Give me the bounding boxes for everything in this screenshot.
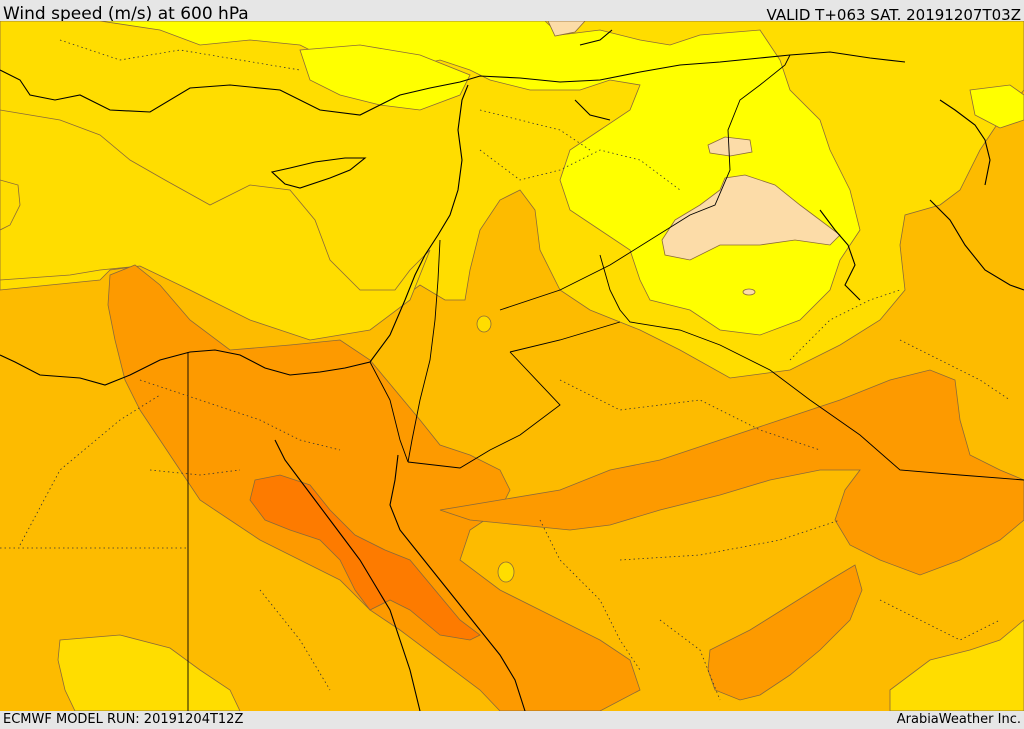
footer-bar (0, 711, 1024, 729)
wind-band-gold-sw (57, 634, 241, 711)
border-iraq-saudi (599, 254, 1024, 481)
coastline-red-sea-west (274, 439, 421, 711)
coastline-anatolia (0, 51, 906, 116)
map-title: Wind speed (m/s) at 600 hPa (3, 4, 249, 24)
internal-boundaries (0, 39, 1011, 701)
wind-band-yellow-ne (969, 84, 1024, 129)
model-run-label: ECMWF MODEL RUN: 20191204T12Z (3, 712, 244, 727)
map-svg (0, 21, 1024, 711)
wind-band-gold-se (889, 619, 1024, 711)
border-jordan-saudi-south (407, 321, 621, 469)
border-sinai (369, 361, 409, 463)
lake-1 (476, 315, 492, 333)
wind-core-dark-orange (249, 474, 481, 641)
cyprus-outline (270, 157, 367, 189)
lake-2 (497, 561, 515, 583)
header-bar (0, 0, 1024, 21)
wind-patch-peach-small (707, 136, 753, 157)
credit-label: ArabiaWeather Inc. (896, 712, 1021, 727)
coastline-persian-gulf (819, 199, 1024, 301)
lake-3 (742, 288, 756, 296)
wind-patch-peach-top (547, 21, 586, 37)
coastline-black-sea (574, 29, 991, 186)
border-israel-jordan (407, 239, 441, 463)
coastline-mediterranean (0, 84, 469, 386)
weather-map[interactable] (0, 21, 1024, 711)
wind-band-gold-mid (0, 179, 21, 231)
wind-band-orange-se (707, 564, 863, 701)
coastline-red-sea-east (389, 454, 526, 711)
wind-band-orange-east (439, 369, 1024, 576)
border-saudi-jordan-iraq (499, 54, 791, 311)
wind-band-yellow-patch (299, 44, 471, 111)
valid-time-label: VALID T+063 SAT. 20191207T03Z (766, 6, 1021, 24)
wind-band-orange-sw (107, 264, 641, 711)
